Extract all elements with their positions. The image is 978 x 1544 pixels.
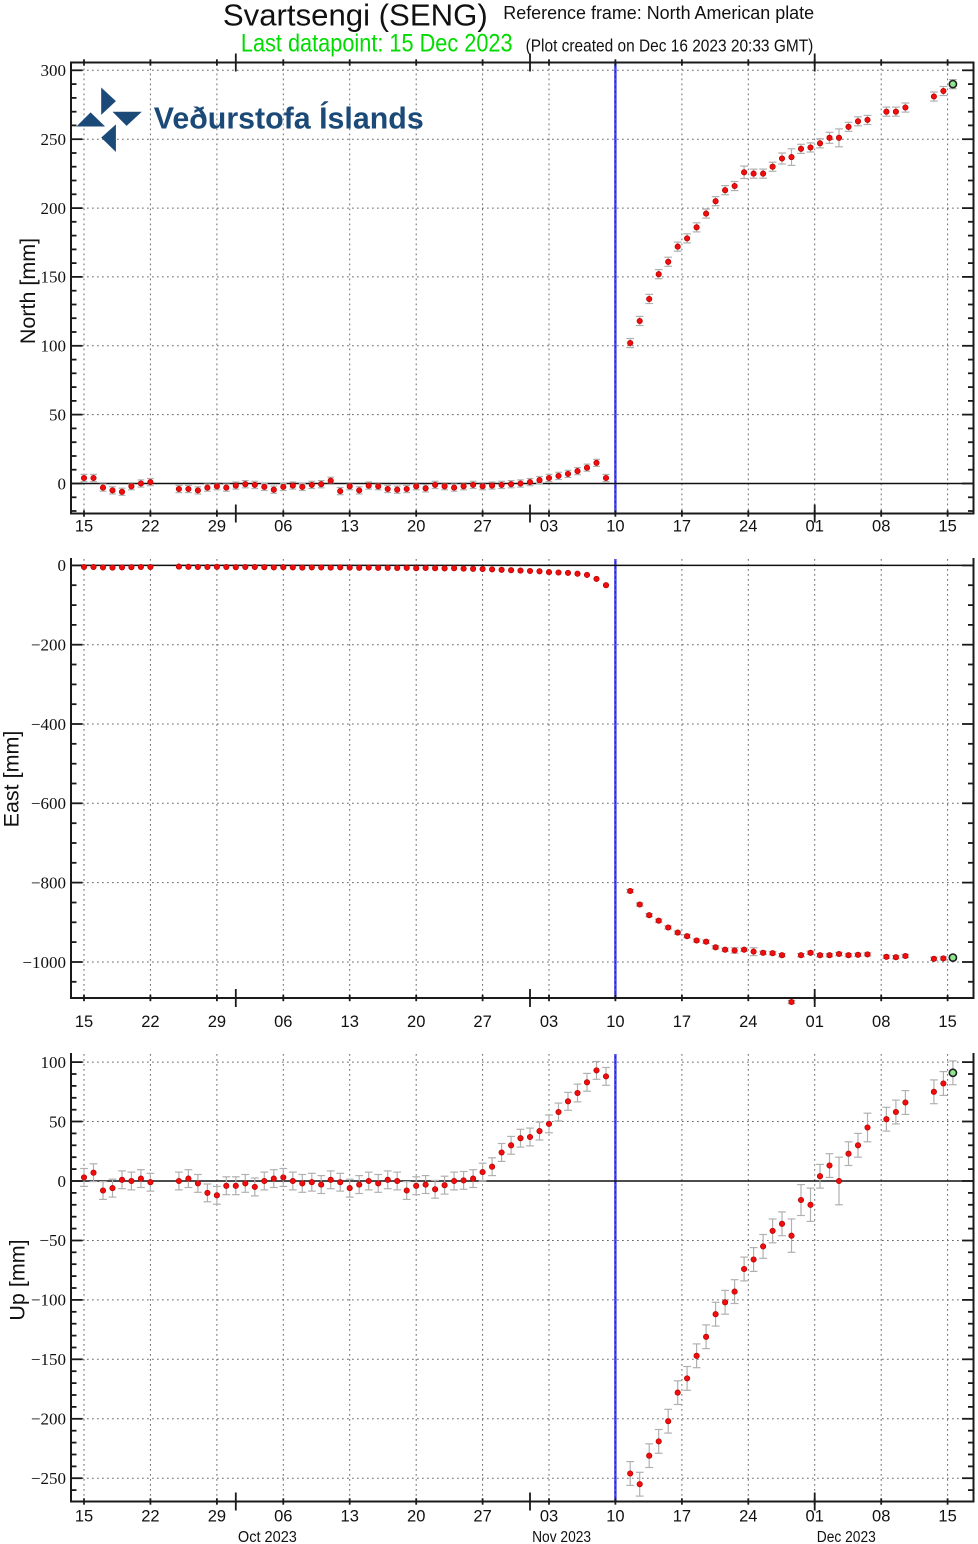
svg-text:13: 13 [341, 518, 359, 536]
svg-text:13: 13 [341, 1013, 359, 1031]
svg-text:North [mm]: North [mm] [16, 238, 40, 344]
svg-text:15: 15 [75, 1508, 93, 1526]
svg-text:24: 24 [739, 1508, 757, 1526]
svg-text:10: 10 [606, 1013, 624, 1031]
svg-text:300: 300 [41, 61, 67, 80]
svg-text:29: 29 [208, 518, 226, 536]
svg-text:Veðurstofa Íslands: Veðurstofa Íslands [154, 101, 424, 136]
svg-text:08: 08 [872, 1508, 890, 1526]
svg-text:−600: −600 [31, 794, 66, 813]
svg-text:0: 0 [58, 556, 67, 575]
svg-text:−200: −200 [31, 636, 66, 655]
svg-text:22: 22 [141, 1508, 159, 1526]
svg-text:Dec 2023: Dec 2023 [817, 1529, 876, 1544]
svg-text:−1000: −1000 [22, 953, 66, 972]
svg-text:22: 22 [141, 518, 159, 536]
svg-text:15: 15 [75, 1013, 93, 1031]
svg-text:Oct 2023: Oct 2023 [238, 1529, 297, 1544]
svg-text:−200: −200 [31, 1410, 66, 1429]
svg-text:−250: −250 [31, 1469, 66, 1488]
svg-text:01: 01 [806, 1013, 824, 1031]
svg-text:10: 10 [606, 1508, 624, 1526]
svg-text:03: 03 [540, 518, 558, 536]
svg-text:Svartsengi (SENG): Svartsengi (SENG) [223, 0, 488, 33]
svg-text:06: 06 [274, 518, 292, 536]
svg-text:20: 20 [407, 1013, 425, 1031]
svg-text:29: 29 [208, 1013, 226, 1031]
svg-text:15: 15 [75, 518, 93, 536]
svg-text:27: 27 [473, 518, 491, 536]
svg-text:08: 08 [872, 518, 890, 536]
svg-text:20: 20 [407, 518, 425, 536]
svg-text:−100: −100 [31, 1291, 66, 1310]
svg-text:−400: −400 [31, 715, 66, 734]
svg-text:17: 17 [673, 1013, 691, 1031]
svg-text:06: 06 [274, 1508, 292, 1526]
svg-text:250: 250 [41, 130, 67, 149]
svg-text:200: 200 [41, 199, 67, 218]
svg-text:100: 100 [41, 1053, 67, 1072]
svg-text:15: 15 [938, 518, 956, 536]
svg-text:Nov 2023: Nov 2023 [532, 1529, 591, 1544]
svg-text:29: 29 [208, 1508, 226, 1526]
svg-text:17: 17 [673, 518, 691, 536]
svg-text:Last datapoint: 15 Dec 2023: Last datapoint: 15 Dec 2023 [241, 29, 513, 57]
svg-text:24: 24 [739, 1013, 757, 1031]
svg-text:15: 15 [938, 1508, 956, 1526]
svg-text:Reference frame: North America: Reference frame: North American plate [503, 3, 814, 23]
svg-text:(Plot created on Dec 16 2023 2: (Plot created on Dec 16 2023 20:33 GMT) [526, 35, 814, 55]
svg-text:13: 13 [341, 1508, 359, 1526]
svg-text:−150: −150 [31, 1350, 66, 1369]
svg-text:−50: −50 [39, 1231, 66, 1250]
svg-text:0: 0 [58, 474, 67, 493]
svg-text:50: 50 [49, 405, 66, 424]
svg-text:150: 150 [41, 268, 67, 287]
svg-text:100: 100 [41, 337, 67, 356]
svg-text:01: 01 [806, 518, 824, 536]
svg-text:17: 17 [673, 1508, 691, 1526]
svg-text:03: 03 [540, 1013, 558, 1031]
svg-text:50: 50 [49, 1112, 66, 1131]
svg-text:East [mm]: East [mm] [0, 731, 24, 828]
svg-text:27: 27 [473, 1508, 491, 1526]
svg-text:20: 20 [407, 1508, 425, 1526]
svg-text:Up [mm]: Up [mm] [6, 1239, 30, 1320]
svg-text:01: 01 [806, 1508, 824, 1526]
svg-text:0: 0 [58, 1172, 67, 1191]
svg-text:03: 03 [540, 1508, 558, 1526]
svg-text:06: 06 [274, 1013, 292, 1031]
svg-text:27: 27 [473, 1013, 491, 1031]
svg-text:10: 10 [606, 518, 624, 536]
svg-text:15: 15 [938, 1013, 956, 1031]
svg-text:22: 22 [141, 1013, 159, 1031]
svg-text:24: 24 [739, 518, 757, 536]
svg-text:08: 08 [872, 1013, 890, 1031]
svg-text:−800: −800 [31, 873, 66, 892]
